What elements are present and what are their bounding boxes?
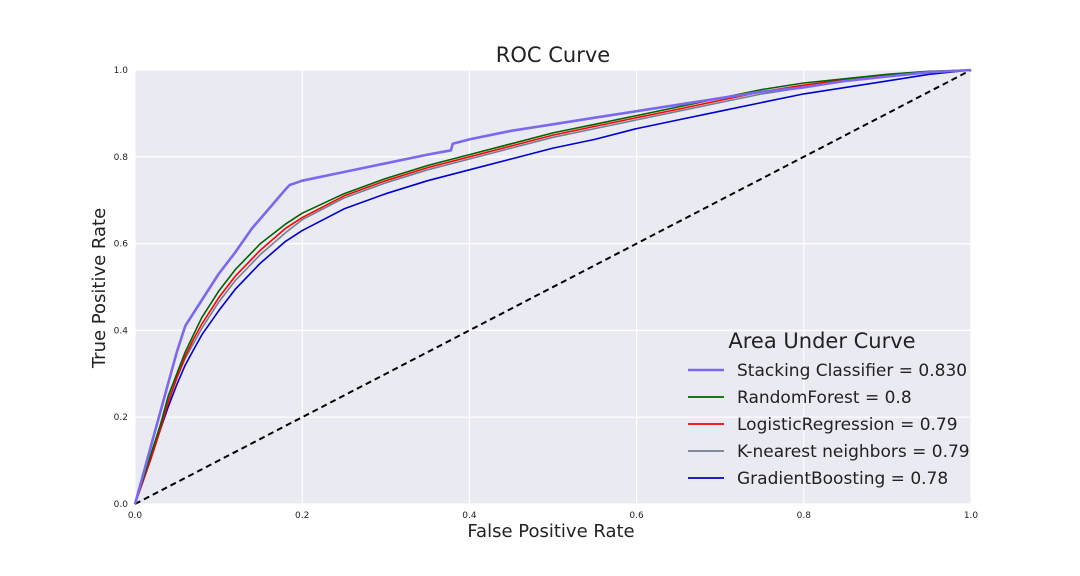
- y-tick-label: 0.4: [114, 326, 129, 336]
- x-tick-label: 0.0: [128, 511, 143, 521]
- legend: Area Under Curve Stacking Classifier = 0…: [688, 329, 970, 489]
- y-axis-title: True Positive Rate: [89, 208, 110, 369]
- y-tick-label: 1.0: [114, 66, 129, 76]
- x-axis-title: False Positive Rate: [467, 521, 634, 542]
- series-line-0: [133, 68, 972, 505]
- x-tick-label: 0.8: [797, 511, 812, 521]
- legend-title: Area Under Curve: [728, 329, 915, 353]
- chart-title: ROC Curve: [496, 43, 610, 67]
- series-line-1: [134, 69, 972, 505]
- x-tick-label: 0.2: [295, 511, 309, 521]
- y-tick-label: 0.0: [114, 500, 129, 510]
- legend-label: GradientBoosting = 0.78: [737, 469, 948, 489]
- grid-lines: [134, 69, 972, 505]
- legend-label: Stacking Classifier = 0.830: [737, 361, 967, 381]
- x-tick-label: 0.4: [462, 511, 477, 521]
- y-tick-label: 0.8: [114, 153, 129, 163]
- y-tick-label: 0.6: [114, 240, 129, 250]
- series-line-4: [134, 69, 972, 505]
- x-tick-label: 0.6: [629, 511, 644, 521]
- series-layer: [133, 68, 972, 505]
- legend-label: LogisticRegression = 0.79: [737, 415, 958, 435]
- y-tick-label: 0.2: [114, 413, 128, 423]
- legend-label: K-nearest neighbors = 0.79: [737, 442, 970, 462]
- tick-labels: 0.0 0.2 0.4 0.6 0.8 1.0 0.0 0.2 0.4 0.6 0.8 1.0: [114, 66, 979, 521]
- legend-label: RandomForest = 0.8: [737, 388, 912, 408]
- x-tick-label: 1.0: [964, 511, 979, 521]
- chance-diagonal-line: [134, 69, 972, 505]
